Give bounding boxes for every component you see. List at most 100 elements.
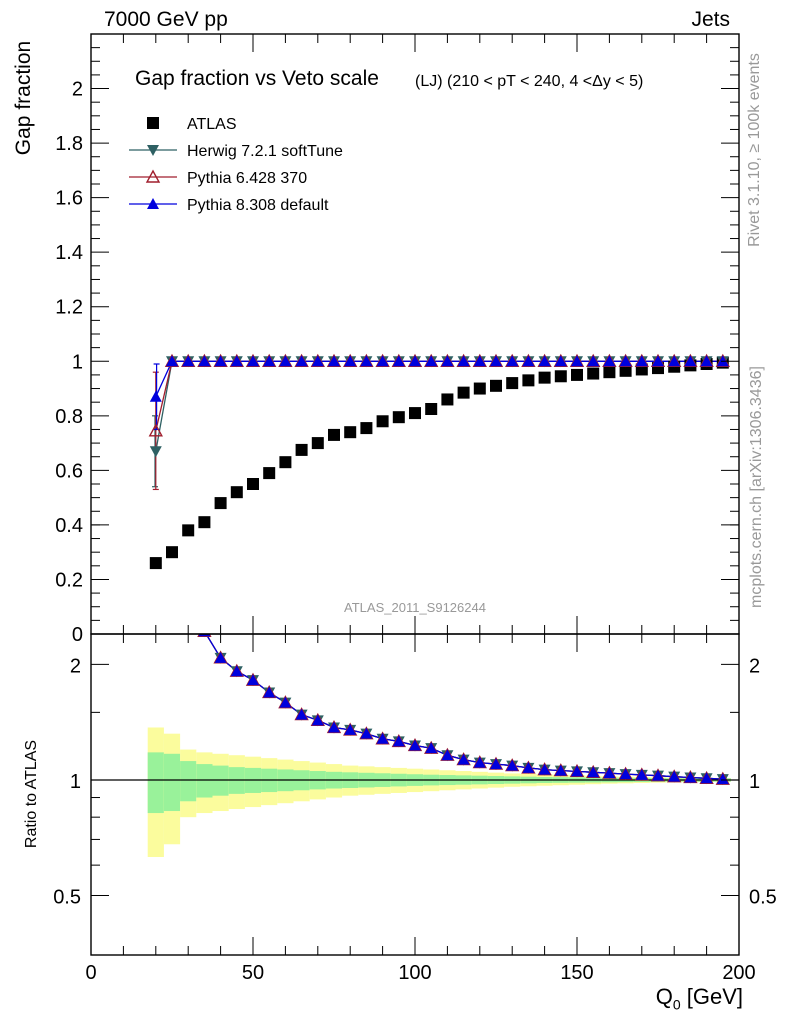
ratio-point-s2-23: [522, 761, 535, 773]
ratio-point-s2-30: [635, 768, 648, 780]
band-inner-1: [163, 753, 181, 812]
xtick-label-0: 0: [85, 962, 96, 984]
point-s0-2: [182, 524, 195, 537]
band-inner-3: [196, 764, 213, 798]
ratio-point-s2-13: [360, 727, 373, 739]
point-s0-4: [214, 497, 227, 510]
point-s0-20: [473, 382, 486, 395]
y-axis-label-lower: Ratio to ATLAS: [23, 739, 40, 849]
ratio-point-s2-7: [263, 686, 276, 698]
band-inner-2: [180, 761, 197, 802]
ratio-point-s2-25: [554, 764, 567, 776]
ratio-point-s2-8: [279, 696, 292, 708]
point-s3-33: [684, 355, 697, 367]
point-s3-28: [603, 355, 616, 367]
header-right-label: Jets: [691, 8, 730, 31]
legend-label-3: Pythia 8.308 default: [187, 197, 329, 214]
point-s0-0: [149, 557, 162, 570]
legend-label-1: Herwig 7.2.1 softTune: [187, 143, 343, 160]
point-s0-23: [522, 374, 535, 387]
xtick-label-4: 200: [722, 962, 755, 984]
ratio-point-s2-26: [571, 765, 583, 777]
point-s3-7: [263, 355, 276, 367]
ratio-point-s2-14: [376, 732, 389, 744]
point-s0-26: [571, 368, 583, 381]
point-s0-15: [392, 411, 405, 424]
ratio-point-s2-33: [684, 771, 697, 783]
panel-frames: [90, 33, 740, 956]
point-s3-22: [506, 355, 519, 367]
point-s2-0: [148, 423, 163, 437]
plot-subtitle: (LJ) (210 < pT < 240, 4 <Δy < 5): [415, 73, 644, 90]
point-s0-9: [295, 443, 308, 456]
point-s0-16: [409, 407, 421, 420]
band-inner-0: [147, 752, 164, 814]
ratio-point-s2-11: [328, 721, 340, 733]
point-s0-5: [230, 486, 243, 499]
ratio-point-s2-19: [457, 753, 470, 765]
upper-ytick-label: 1: [72, 351, 83, 373]
legend-label-0: ATLAS: [187, 116, 237, 133]
xtick-label-2: 100: [398, 962, 431, 984]
upper-ytick-label: 1.6: [55, 188, 83, 210]
ratio-point-s2-32: [668, 770, 681, 782]
point-s3-14: [376, 355, 389, 367]
ratio-point-s2-34: [700, 772, 713, 784]
lower-ytick-label-left: 0.5: [53, 887, 81, 909]
point-s3-4: [214, 355, 227, 367]
point-s3-13: [360, 355, 373, 367]
point-s0-7: [263, 467, 276, 480]
ratio-point-s2-29: [619, 768, 632, 780]
lower-ytick-label-right: 0.5: [749, 887, 777, 909]
point-s3-21: [490, 355, 502, 367]
ratio-panel: [91, 634, 739, 857]
ratio-point-s2-6: [247, 674, 259, 686]
legend-marker-2: [145, 169, 161, 183]
point-s3-18: [441, 355, 454, 367]
point-s0-17: [425, 403, 438, 415]
ratio-point-s2-17: [425, 742, 438, 754]
upper-ytick-label: 0.6: [55, 460, 83, 482]
x-axis-label: Q0 [GeV]: [656, 984, 743, 1012]
point-s3-31: [652, 355, 664, 367]
x-axis-label-symbol: Q: [655, 984, 673, 1009]
lower-frame: [90, 633, 740, 956]
ratio-point-s2-22: [506, 759, 519, 771]
point-s0-12: [344, 426, 357, 439]
legend-marker-1: [147, 145, 159, 156]
analysis-watermark: ATLAS_2011_S9126244: [344, 600, 486, 615]
point-s0-22: [506, 377, 519, 390]
ratio-point-s2-27: [587, 766, 600, 778]
ratio-point-s2-18: [441, 749, 454, 761]
xtick-label-3: 150: [560, 962, 593, 984]
upper-ytick-label: 0.2: [55, 569, 83, 591]
ratio-point-s2-9: [295, 708, 308, 720]
point-s3-23: [522, 355, 535, 367]
upper-ytick-label: 0: [72, 624, 83, 646]
point-s3-1: [166, 355, 178, 367]
point-s3-15: [392, 355, 405, 367]
upper-ytick-label: 1.8: [55, 133, 83, 155]
ratio-point-s2-4: [214, 651, 227, 663]
point-s3-8: [279, 355, 292, 367]
point-s3-5: [230, 355, 243, 367]
upper-ytick-label: 1.4: [55, 242, 83, 264]
point-s0-14: [376, 415, 389, 428]
x-axis-label-unit: [GeV]: [680, 984, 743, 1009]
ratio-point-s2-16: [409, 739, 421, 751]
ratio-point-s2-10: [311, 714, 324, 726]
point-s3-32: [668, 355, 681, 367]
ratio-point-s2-12: [344, 723, 357, 735]
upper-ytick-label: 2: [72, 79, 83, 101]
point-s0-6: [247, 478, 259, 490]
point-s3-10: [311, 355, 324, 367]
lower-ytick-label-right: 1: [749, 771, 760, 793]
legend-marker-0: [147, 117, 159, 129]
point-s3-34: [700, 355, 713, 367]
point-s3-30: [635, 355, 648, 367]
upper-ytick-label: 0.8: [55, 406, 83, 428]
point-s0-1: [166, 546, 178, 559]
point-s3-29: [619, 355, 632, 367]
ratio-point-s2-15: [392, 735, 405, 747]
